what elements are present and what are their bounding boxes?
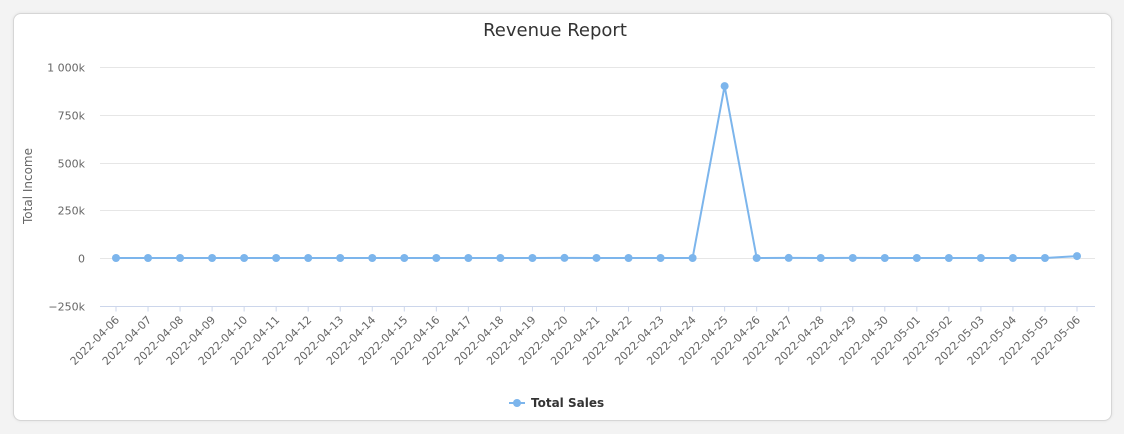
y-tick-label: 250k: [58, 205, 86, 218]
data-point[interactable]: [624, 254, 633, 262]
data-point[interactable]: [976, 254, 985, 262]
data-point[interactable]: [528, 254, 537, 262]
data-point[interactable]: [720, 82, 729, 91]
data-point[interactable]: [912, 254, 921, 262]
data-point[interactable]: [400, 254, 409, 262]
legend-label[interactable]: Total Sales: [531, 396, 604, 410]
data-point[interactable]: [560, 253, 569, 262]
data-point[interactable]: [208, 254, 217, 262]
data-point[interactable]: [144, 254, 153, 262]
data-point[interactable]: [368, 254, 377, 262]
series-total-sales[interactable]: [112, 82, 1081, 262]
y-tick-label: 500k: [58, 158, 86, 171]
data-point[interactable]: [464, 254, 473, 262]
data-point[interactable]: [272, 254, 281, 262]
y-tick-label: 1 000k: [47, 62, 85, 75]
data-point[interactable]: [656, 254, 665, 262]
data-point[interactable]: [752, 254, 761, 262]
x-axis-ticks: 2022-04-062022-04-072022-04-082022-04-09…: [68, 306, 1083, 368]
data-point[interactable]: [496, 254, 505, 262]
data-point[interactable]: [176, 254, 185, 262]
data-point[interactable]: [336, 254, 345, 262]
data-point[interactable]: [1040, 254, 1049, 262]
data-point[interactable]: [784, 253, 793, 262]
data-point[interactable]: [944, 254, 953, 262]
data-point[interactable]: [240, 254, 249, 262]
data-point[interactable]: [1008, 254, 1017, 262]
chart-title: Revenue Report: [483, 20, 627, 41]
data-point[interactable]: [304, 254, 313, 262]
y-tick-label: 750k: [58, 110, 86, 123]
series-line: [116, 85, 1078, 259]
data-point[interactable]: [112, 254, 120, 262]
data-point[interactable]: [880, 254, 889, 262]
data-point[interactable]: [816, 254, 825, 262]
legend[interactable]: Total Sales: [509, 396, 604, 410]
chart-card: [13, 13, 1112, 421]
data-point[interactable]: [688, 254, 697, 262]
y-axis-title: Total Income: [21, 148, 35, 225]
legend-marker: [513, 399, 521, 407]
data-point[interactable]: [848, 253, 857, 262]
y-tick-label: −250k: [48, 301, 85, 314]
data-point[interactable]: [592, 253, 601, 262]
y-axis-ticks: −250k 0 250k 500k 750k 1 000k: [47, 62, 85, 314]
data-point[interactable]: [432, 254, 441, 262]
data-point[interactable]: [1073, 252, 1081, 261]
y-tick-label: 0: [78, 253, 85, 266]
gridlines: [100, 67, 1095, 307]
